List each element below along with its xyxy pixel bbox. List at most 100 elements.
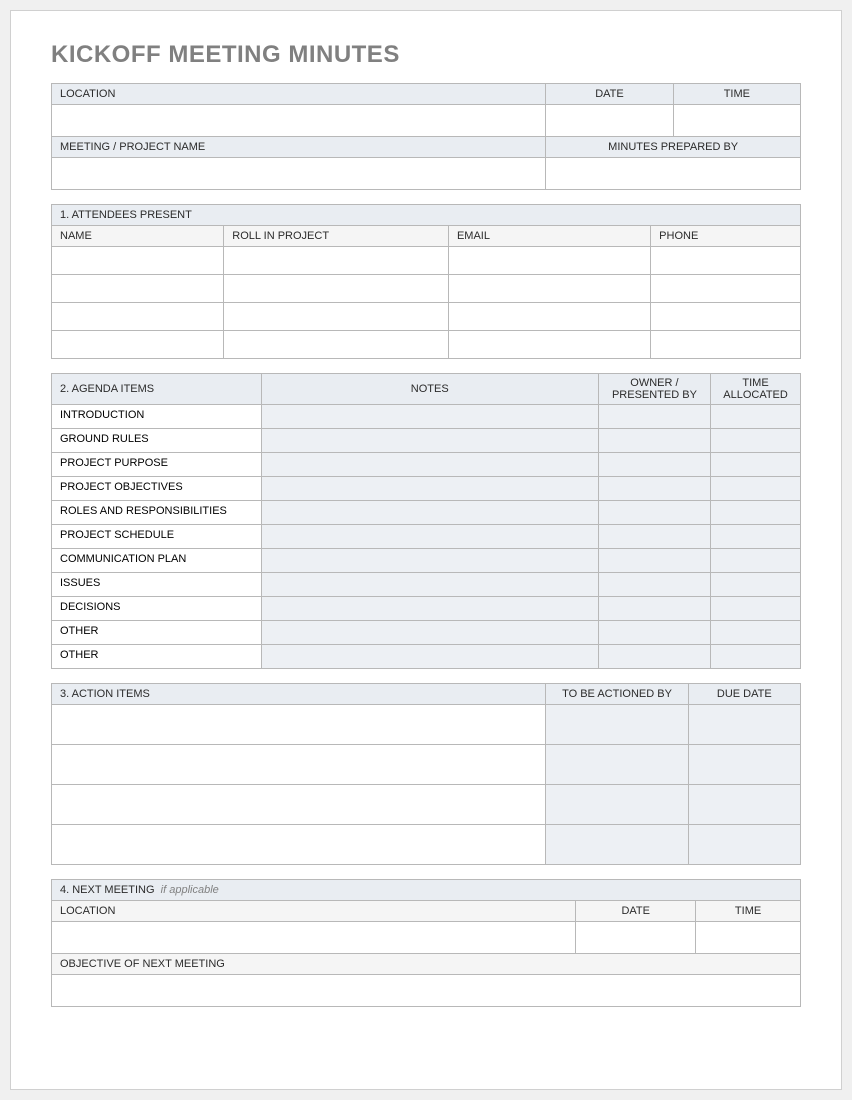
attendee-name[interactable]	[52, 303, 224, 331]
col-due-date: DUE DATE	[688, 684, 800, 705]
agenda-owner[interactable]	[598, 501, 710, 525]
agenda-notes[interactable]	[261, 573, 598, 597]
attendee-name[interactable]	[52, 247, 224, 275]
agenda-owner[interactable]	[598, 621, 710, 645]
agenda-owner[interactable]	[598, 645, 710, 669]
field-prepared-by[interactable]	[546, 158, 801, 190]
attendee-role[interactable]	[224, 247, 449, 275]
action-item[interactable]	[52, 705, 546, 745]
agenda-item-label: COMMUNICATION PLAN	[52, 549, 262, 573]
agenda-time[interactable]	[711, 573, 801, 597]
agenda-notes[interactable]	[261, 477, 598, 501]
field-next-time[interactable]	[696, 922, 801, 954]
agenda-notes[interactable]	[261, 501, 598, 525]
label-prepared-by: MINUTES PREPARED BY	[546, 137, 801, 158]
attendee-email[interactable]	[448, 331, 650, 359]
label-next-time: TIME	[696, 901, 801, 922]
agenda-owner[interactable]	[598, 549, 710, 573]
attendee-phone[interactable]	[651, 275, 801, 303]
attendee-email[interactable]	[448, 275, 650, 303]
agenda-time[interactable]	[711, 525, 801, 549]
agenda-owner[interactable]	[598, 429, 710, 453]
action-item[interactable]	[52, 825, 546, 865]
action-due[interactable]	[688, 705, 800, 745]
agenda-owner[interactable]	[598, 597, 710, 621]
attendee-name[interactable]	[52, 331, 224, 359]
attendee-email[interactable]	[448, 303, 650, 331]
label-next-date: DATE	[576, 901, 696, 922]
agenda-time[interactable]	[711, 597, 801, 621]
action-by[interactable]	[546, 745, 688, 785]
col-owner: OWNER /PRESENTED BY	[598, 374, 710, 405]
field-time[interactable]	[673, 105, 800, 137]
col-phone: PHONE	[651, 226, 801, 247]
agenda-time[interactable]	[711, 429, 801, 453]
action-by[interactable]	[546, 825, 688, 865]
col-actioned-by: TO BE ACTIONED BY	[546, 684, 688, 705]
agenda-notes[interactable]	[261, 525, 598, 549]
attendee-role[interactable]	[224, 275, 449, 303]
agenda-notes[interactable]	[261, 597, 598, 621]
agenda-time[interactable]	[711, 501, 801, 525]
section-agenda: 2. AGENDA ITEMS	[52, 374, 262, 405]
agenda-owner[interactable]	[598, 525, 710, 549]
agenda-time[interactable]	[711, 621, 801, 645]
section-attendees: 1. ATTENDEES PRESENT	[52, 205, 801, 226]
col-role: ROLL IN PROJECT	[224, 226, 449, 247]
agenda-time[interactable]	[711, 453, 801, 477]
agenda-notes[interactable]	[261, 621, 598, 645]
col-email: EMAIL	[448, 226, 650, 247]
agenda-notes[interactable]	[261, 453, 598, 477]
agenda-owner[interactable]	[598, 405, 710, 429]
field-next-location[interactable]	[52, 922, 576, 954]
agenda-item-label: ISSUES	[52, 573, 262, 597]
action-item[interactable]	[52, 785, 546, 825]
attendee-role[interactable]	[224, 331, 449, 359]
action-due[interactable]	[688, 825, 800, 865]
label-next-location: LOCATION	[52, 901, 576, 922]
agenda-notes[interactable]	[261, 645, 598, 669]
agenda-time[interactable]	[711, 645, 801, 669]
action-by[interactable]	[546, 785, 688, 825]
next-meeting-table: 4. NEXT MEETING if applicable LOCATION D…	[51, 879, 801, 1007]
attendee-name[interactable]	[52, 275, 224, 303]
agenda-notes[interactable]	[261, 405, 598, 429]
action-item[interactable]	[52, 745, 546, 785]
agenda-time[interactable]	[711, 549, 801, 573]
agenda-item-label: PROJECT OBJECTIVES	[52, 477, 262, 501]
field-meeting-name[interactable]	[52, 158, 546, 190]
attendee-phone[interactable]	[651, 331, 801, 359]
document-page: KICKOFF MEETING MINUTES LOCATION DATE TI…	[10, 10, 842, 1090]
agenda-time[interactable]	[711, 477, 801, 501]
label-meeting-name: MEETING / PROJECT NAME	[52, 137, 546, 158]
agenda-time[interactable]	[711, 405, 801, 429]
field-date[interactable]	[546, 105, 673, 137]
label-time: TIME	[673, 84, 800, 105]
action-due[interactable]	[688, 785, 800, 825]
agenda-item-label: PROJECT SCHEDULE	[52, 525, 262, 549]
action-items-table: 3. ACTION ITEMS TO BE ACTIONED BY DUE DA…	[51, 683, 801, 865]
agenda-item-label: GROUND RULES	[52, 429, 262, 453]
agenda-owner[interactable]	[598, 573, 710, 597]
attendee-role[interactable]	[224, 303, 449, 331]
agenda-table: 2. AGENDA ITEMS NOTES OWNER /PRESENTED B…	[51, 373, 801, 669]
agenda-owner[interactable]	[598, 477, 710, 501]
field-location[interactable]	[52, 105, 546, 137]
section-next-meeting: 4. NEXT MEETING if applicable	[52, 880, 801, 901]
action-by[interactable]	[546, 705, 688, 745]
agenda-item-label: DECISIONS	[52, 597, 262, 621]
agenda-notes[interactable]	[261, 429, 598, 453]
attendee-phone[interactable]	[651, 247, 801, 275]
attendee-email[interactable]	[448, 247, 650, 275]
page-title: KICKOFF MEETING MINUTES	[51, 41, 801, 69]
meeting-info-table: LOCATION DATE TIME MEETING / PROJECT NAM…	[51, 83, 801, 190]
col-notes: NOTES	[261, 374, 598, 405]
agenda-notes[interactable]	[261, 549, 598, 573]
section-actions: 3. ACTION ITEMS	[52, 684, 546, 705]
field-objective[interactable]	[52, 975, 801, 1007]
field-next-date[interactable]	[576, 922, 696, 954]
action-due[interactable]	[688, 745, 800, 785]
agenda-owner[interactable]	[598, 453, 710, 477]
attendee-phone[interactable]	[651, 303, 801, 331]
label-objective: OBJECTIVE OF NEXT MEETING	[52, 954, 801, 975]
